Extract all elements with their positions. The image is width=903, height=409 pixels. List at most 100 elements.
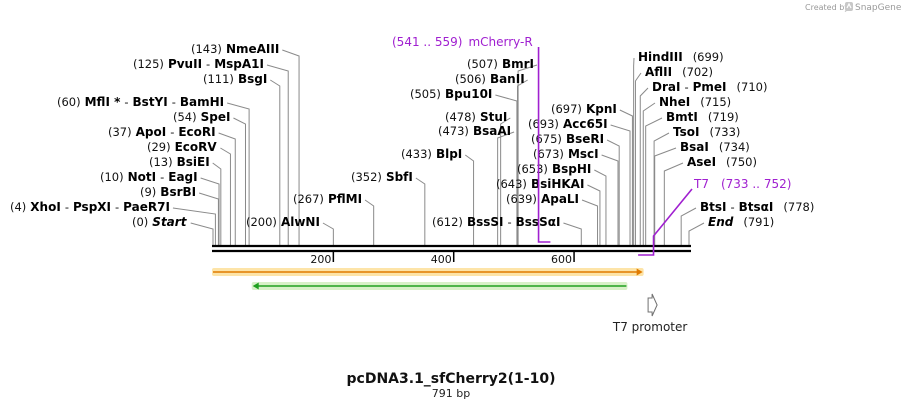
leader-line-mflI bbox=[227, 102, 250, 246]
site-label-aflii[interactable]: AflII (702) bbox=[645, 65, 713, 79]
site-label-bsiei[interactable]: (13) BsiEI bbox=[149, 155, 210, 169]
leader-line-spei bbox=[233, 117, 246, 246]
site-label-banii[interactable]: (506) BanII bbox=[455, 72, 525, 86]
leader-line-bsiei bbox=[212, 162, 222, 246]
leader-line-bseri bbox=[606, 139, 620, 246]
leader-line-bmti bbox=[645, 117, 663, 246]
primer-label: (541 .. 559) mCherry-R bbox=[392, 35, 533, 49]
site-label-pflmi[interactable]: (267) PflMI bbox=[293, 192, 362, 206]
site-label-bmti[interactable]: BmtI (719) bbox=[666, 110, 739, 124]
site-label-tsoi[interactable]: TsoI (733) bbox=[673, 125, 740, 139]
enzyme-name: BanII bbox=[490, 72, 525, 86]
site-label-nhei[interactable]: NheI (715) bbox=[659, 95, 731, 109]
site-position: (10) bbox=[100, 170, 124, 184]
feature-green-arrow[interactable] bbox=[251, 282, 628, 290]
name-separator: - bbox=[170, 125, 174, 139]
site-label-end[interactable]: End (791) bbox=[708, 215, 774, 229]
enzyme-name: BssSI bbox=[467, 215, 504, 229]
primer-t7[interactable]: T7 (733 .. 752) bbox=[638, 177, 791, 256]
site-label-noti[interactable]: (10) NotI - EagI bbox=[100, 170, 198, 184]
feature-orange-arrow[interactable] bbox=[212, 268, 644, 276]
site-label-apoi[interactable]: (37) ApoI - EcoRI bbox=[108, 125, 216, 139]
leader-line-bsrbi bbox=[198, 192, 219, 246]
feature-track: T7 promoter bbox=[212, 268, 687, 334]
site-label-bsaai[interactable]: (473) BsaAI bbox=[438, 124, 511, 138]
site-position: (9) bbox=[140, 185, 156, 199]
site-label-bsai[interactable]: BsaI (734) bbox=[680, 140, 750, 154]
enzyme-name: MspA1I bbox=[214, 57, 264, 71]
enzyme-name: ApoI bbox=[136, 125, 167, 139]
site-position: (710) bbox=[737, 80, 768, 94]
site-label-kpni[interactable]: (697) KpnI bbox=[551, 102, 617, 116]
leader-line-ecorv bbox=[220, 147, 231, 246]
site-position: (778) bbox=[783, 200, 814, 214]
site-label-alwni[interactable]: (200) AlwNI bbox=[246, 215, 320, 229]
name-separator: - bbox=[172, 95, 176, 109]
site-position: (505) bbox=[410, 87, 441, 101]
leader-line-btsi bbox=[680, 207, 697, 246]
site-label-hindiii[interactable]: HindIII (699) bbox=[638, 50, 724, 64]
enzyme-name: NotI bbox=[128, 170, 157, 184]
site-label-start[interactable]: (0) Start bbox=[132, 215, 188, 229]
leader-line-banii bbox=[516, 79, 528, 246]
site-position: (29) bbox=[147, 140, 171, 154]
enzyme-name: AflII bbox=[645, 65, 672, 79]
site-label-spei[interactable]: (54) SpeI bbox=[173, 110, 230, 124]
name-separator: - bbox=[160, 170, 164, 184]
leader-line-stui bbox=[500, 117, 511, 246]
site-label-nmeaiii[interactable]: (143) NmeAIII bbox=[191, 42, 279, 56]
site-position: (699) bbox=[693, 50, 724, 64]
enzyme-name: KpnI bbox=[586, 102, 617, 116]
site-position: (639) bbox=[506, 192, 537, 206]
leader-line-acc65i bbox=[610, 124, 631, 246]
site-label-bsphi[interactable]: (653) BspHI bbox=[517, 162, 591, 176]
enzyme-name: HindIII bbox=[638, 50, 683, 64]
site-label-bpu10i[interactable]: (505) Bpu10I bbox=[410, 87, 492, 101]
enzyme-name: XhoI bbox=[30, 200, 61, 214]
primer-track: (541 .. 559) mCherry-R T7 (733 .. 752) bbox=[392, 35, 791, 256]
leader-line-kpni bbox=[619, 109, 633, 246]
site-label-bsrbi[interactable]: (9) BsrBI bbox=[140, 185, 196, 199]
site-label-sbfi[interactable]: (352) SbfI bbox=[351, 170, 413, 184]
enzyme-name: PflMI bbox=[328, 192, 362, 206]
leader-line-blpi bbox=[464, 154, 475, 246]
site-position: (143) bbox=[191, 42, 222, 56]
leader-line-bsai bbox=[654, 147, 677, 246]
site-label-mflI[interactable]: (60) MflI * - BstYI - BamHI bbox=[57, 95, 224, 109]
site-label-bsihkai[interactable]: (643) BsiHKAI bbox=[496, 177, 584, 191]
site-position: (478) bbox=[445, 110, 476, 124]
site-label-blpi[interactable]: (433) BlpI bbox=[401, 147, 462, 161]
leader-line-pflmi bbox=[364, 199, 375, 246]
site-label-msci[interactable]: (673) MscI bbox=[533, 147, 599, 161]
site-label-drai[interactable]: DraI - PmeI (710) bbox=[652, 80, 767, 94]
leader-line-nhei bbox=[642, 102, 656, 246]
site-label-xhoi[interactable]: (4) XhoI - PspXI - PaeR7I bbox=[10, 200, 170, 214]
site-label-bsssi[interactable]: (612) BssSI - BssSαI bbox=[432, 215, 560, 229]
site-label-stui[interactable]: (478) StuI bbox=[445, 110, 507, 124]
feature-t7-promoter[interactable]: T7 promoter bbox=[612, 293, 688, 334]
name-separator: - bbox=[124, 95, 128, 109]
site-label-btsi[interactable]: BtsI - BtsαI (778) bbox=[700, 200, 814, 214]
site-label-asei[interactable]: AseI (750) bbox=[687, 155, 757, 169]
enzyme-name: PaeR7I bbox=[123, 200, 170, 214]
site-label-bsgi[interactable]: (111) BsgI bbox=[203, 72, 267, 86]
site-label-bmri[interactable]: (507) BmrI bbox=[467, 57, 534, 71]
site-label-acc65i[interactable]: (693) Acc65I bbox=[528, 117, 608, 131]
enzyme-name: NheI bbox=[659, 95, 690, 109]
ruler-tick-label: 400 bbox=[431, 253, 452, 266]
site-position: (4) bbox=[10, 200, 26, 214]
site-label-apali[interactable]: (639) ApaLI bbox=[506, 192, 579, 206]
enzyme-name: StuI bbox=[480, 110, 507, 124]
site-label-pvuii[interactable]: (125) PvuII - MspA1I bbox=[133, 57, 264, 71]
site-position: (697) bbox=[551, 102, 582, 116]
site-label-bseri[interactable]: (675) BseRI bbox=[531, 132, 604, 146]
enzyme-name: Acc65I bbox=[563, 117, 608, 131]
leader-line-alwni bbox=[322, 222, 334, 246]
ruler-tick-label: 600 bbox=[551, 253, 572, 266]
site-label-ecorv[interactable]: (29) EcoRV bbox=[147, 140, 217, 154]
enzyme-name: BamHI bbox=[180, 95, 224, 109]
name-separator: - bbox=[731, 200, 735, 214]
primer-mcherry-r[interactable]: (541 .. 559) mCherry-R bbox=[392, 35, 551, 243]
enzyme-name: MflI * bbox=[85, 95, 121, 109]
position-ruler: 200 400 600 bbox=[310, 251, 575, 266]
